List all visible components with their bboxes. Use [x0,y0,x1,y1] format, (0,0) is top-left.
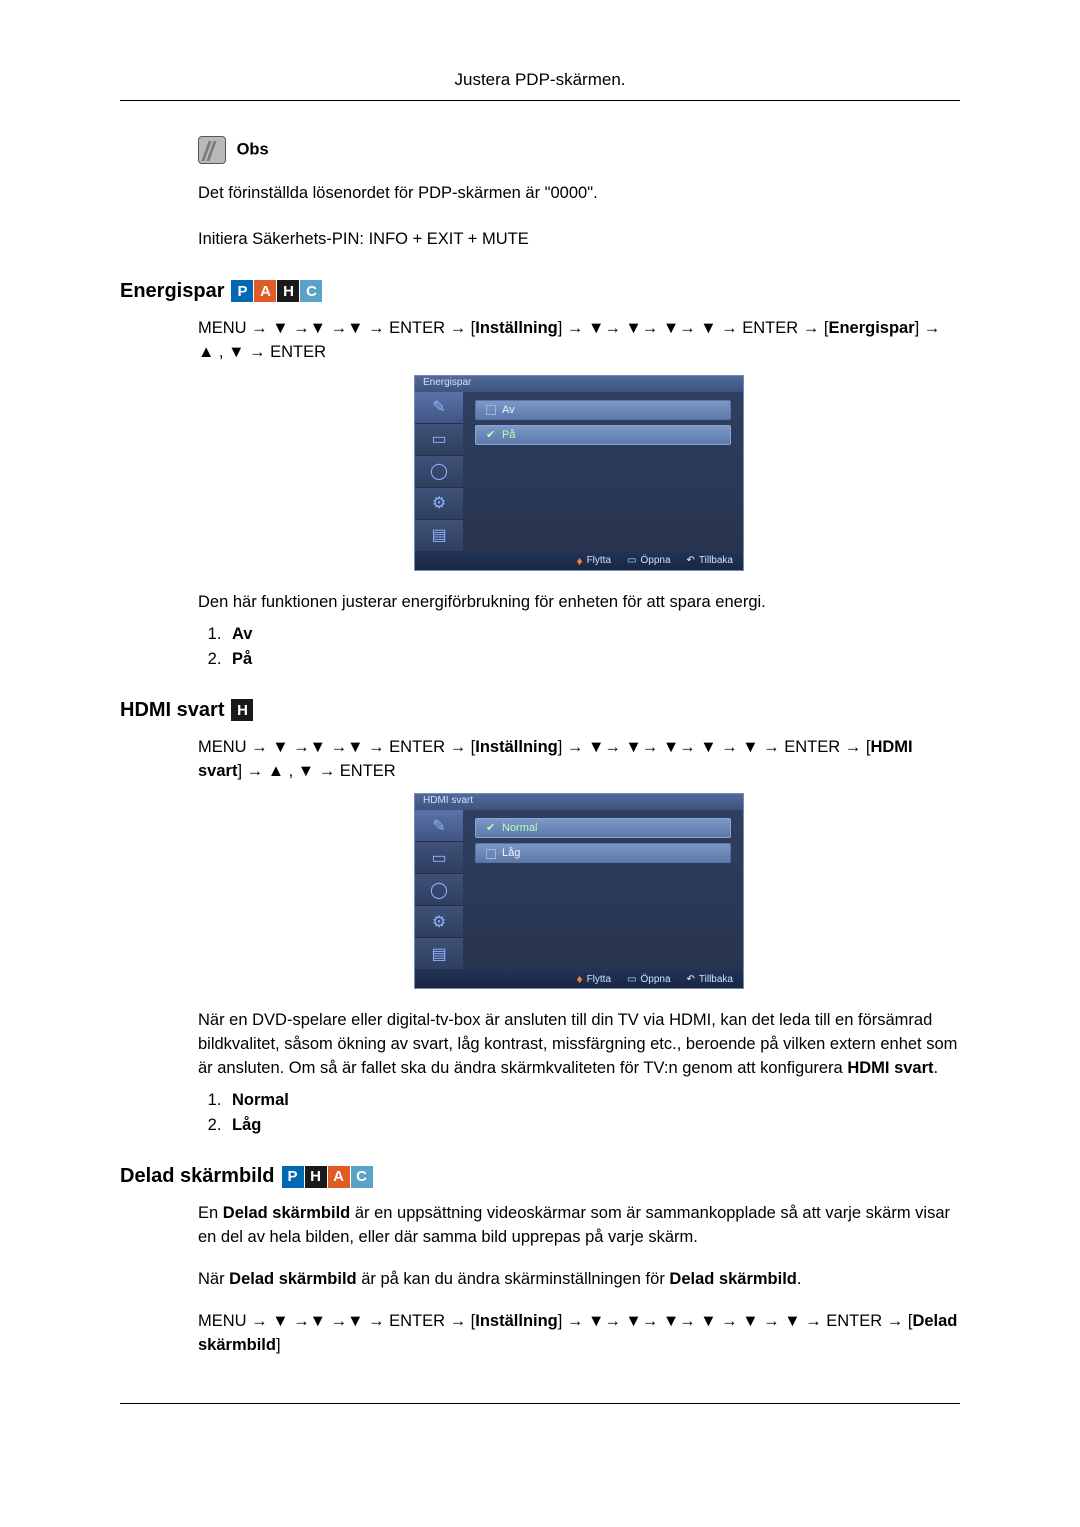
badges-phac: P H A C [281,1166,373,1188]
osd-side-icon-1: ✎ [415,392,463,424]
osd-side-icon-2: ▭ [415,424,463,456]
osd-footer: ♦Flytta ▭Öppna ↶Tillbaka [415,552,743,570]
osd-side-icon-3: ◯ [415,874,463,906]
osd-side-icon-1: ✎ [415,810,463,842]
section-delad-title: Delad skärmbild [120,1165,275,1188]
osd-energispar-title: Energispar [415,376,743,392]
osd-hdmi: HDMI svart ✎ ▭ ◯ ⚙ ▤ ✔Normal Låg ♦F [414,793,744,989]
delad-p1: En Delad skärmbild är en uppsättning vid… [198,1202,960,1250]
osd-footer: ♦Flytta ▭Öppna ↶Tillbaka [415,970,743,988]
badges-pahc: P A H C [230,280,322,302]
osd-side-icon-3: ◯ [415,456,463,488]
badge-h-icon: H [305,1166,327,1188]
section-hdmi-title: HDMI svart [120,699,224,722]
badge-c-icon: C [351,1166,373,1188]
energispar-desc: Den här funktionen justerar energiförbru… [198,591,960,615]
energispar-options-list: Av På [198,625,960,669]
note-icon [198,136,226,164]
badges-h: H [230,699,253,721]
osd-side-icon-5: ▤ [415,938,463,970]
osd-hdmi-opt-normal: ✔Normal [475,818,731,838]
badge-h-icon: H [277,280,299,302]
osd-energispar-opt-av: Av [475,400,731,420]
energispar-option-av: Av [226,625,960,644]
energispar-nav: MENU → ▼ →▼ →▼ → ENTER → [Inställning] →… [198,317,960,365]
divider-top [120,100,960,101]
osd-side-icon-2: ▭ [415,842,463,874]
note-line-2: Initiera Säkerhets-PIN: INFO + EXIT + MU… [198,228,960,252]
section-hdmi-heading: HDMI svart H [120,699,960,722]
badge-a-icon: A [328,1166,350,1188]
delad-nav: MENU → ▼ →▼ →▼ → ENTER → [Inställning] →… [198,1310,960,1358]
hdmi-options-list: Normal Låg [198,1091,960,1135]
osd-side-icon-5: ▤ [415,520,463,552]
divider-bottom [120,1403,960,1404]
osd-hdmi-opt-lag: Låg [475,843,731,863]
osd-side-icon-4: ⚙ [415,906,463,938]
badge-p-icon: P [282,1166,304,1188]
section-delad-heading: Delad skärmbild P H A C [120,1165,960,1188]
section-energispar-heading: Energispar P A H C [120,280,960,303]
badge-h-icon: H [231,699,253,721]
osd-energispar-opt-pa: ✔På [475,425,731,445]
osd-side-icon-4: ⚙ [415,488,463,520]
note-line-1: Det förinställda lösenordet för PDP-skär… [198,182,960,206]
section-energispar-title: Energispar [120,280,224,303]
badge-c-icon: C [300,280,322,302]
energispar-option-pa: På [226,650,960,669]
hdmi-option-lag: Låg [226,1116,960,1135]
note-row: Obs [198,136,960,164]
osd-energispar: Energispar ✎ ▭ ◯ ⚙ ▤ Av ✔På ♦Flytta [414,375,744,571]
note-label: Obs [237,141,269,159]
page-header: Justera PDP-skärmen. [120,70,960,100]
hdmi-nav: MENU → ▼ →▼ →▼ → ENTER → [Inställning] →… [198,736,960,784]
hdmi-option-normal: Normal [226,1091,960,1110]
hdmi-desc: När en DVD-spelare eller digital-tv-box … [198,1009,960,1081]
badge-a-icon: A [254,280,276,302]
badge-p-icon: P [231,280,253,302]
osd-hdmi-title: HDMI svart [415,794,743,810]
delad-p2: När Delad skärmbild är på kan du ändra s… [198,1268,960,1292]
